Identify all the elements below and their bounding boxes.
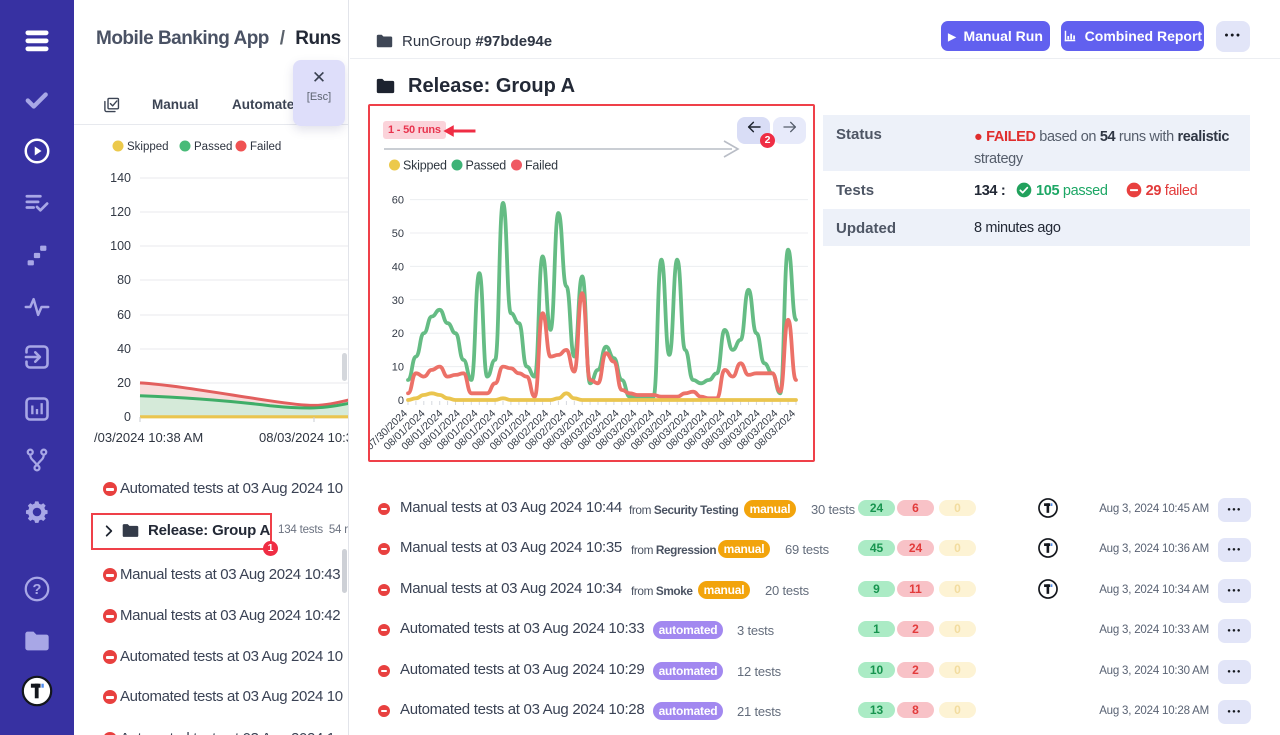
svg-text:100: 100 [110,239,131,253]
svg-text:10: 10 [392,362,404,374]
svg-text:140: 140 [110,171,131,185]
svg-text:Failed: Failed [250,141,281,153]
svg-text:Passed: Passed [194,141,232,153]
svg-text:?: ? [33,582,42,598]
svg-text:120: 120 [110,205,131,219]
svg-text:50: 50 [392,228,404,240]
svg-text:60: 60 [392,195,404,207]
svg-text:80: 80 [117,273,131,287]
svg-text:Skipped: Skipped [127,141,169,153]
svg-text:Failed: Failed [525,159,558,173]
svg-text:40: 40 [392,261,404,273]
svg-text:40: 40 [117,342,131,356]
svg-text:/03/2024 10:38 AM: /03/2024 10:38 AM [94,430,203,445]
svg-text:60: 60 [117,308,131,322]
svg-text:30: 30 [392,295,404,307]
svg-text:08/03/2024 10:39 A: 08/03/2024 10:39 A [259,430,349,445]
svg-text:20: 20 [392,328,404,340]
svg-text:20: 20 [117,376,131,390]
svg-text:0: 0 [398,395,404,407]
svg-text:0: 0 [124,410,131,424]
svg-text:Skipped: Skipped [403,159,447,173]
svg-text:Passed: Passed [466,159,507,173]
